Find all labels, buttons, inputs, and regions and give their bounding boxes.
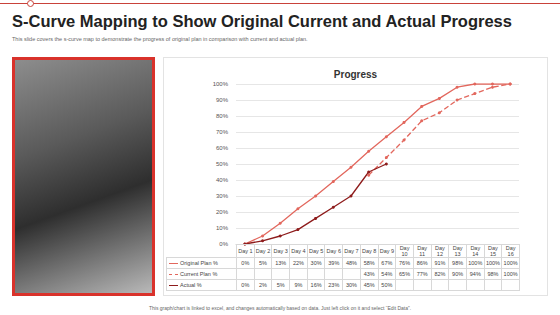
html-text:Day 8 Day 9: Day 8 Day 9	[362, 248, 394, 254]
html-text:30%: 30%	[310, 260, 322, 266]
svg-text:80%: 80%	[216, 113, 229, 119]
html-text:94%: 94%	[469, 271, 481, 277]
html-text:98%: 98%	[452, 260, 464, 266]
html-text:Day 12: Day 12	[435, 245, 445, 257]
html-text:91%: 91%	[434, 260, 446, 266]
html-text:Day 16: Day 16	[505, 245, 516, 257]
html-text:22%: 22%	[292, 260, 304, 266]
html-text:This slide covers the s-curve: This slide covers the s-curve map to dem…	[12, 36, 308, 42]
svg-text:0%: 0%	[219, 241, 228, 247]
svg-text:10%: 10%	[216, 225, 229, 231]
svg-text:30%: 30%	[216, 193, 229, 199]
html-text:98%: 98%	[487, 271, 499, 277]
html-text:30%: 30%	[346, 282, 357, 288]
html-text:48%: 48%	[346, 260, 357, 266]
html-text:5%: 5%	[276, 282, 285, 288]
html-text:Day 14: Day 14	[470, 245, 481, 257]
html-text:100%: 100%	[503, 271, 518, 277]
html-text:2%: 2%	[259, 282, 267, 288]
html-text:54%: 54%	[381, 271, 393, 277]
html-text:43%: 43%	[363, 271, 375, 277]
html-text:5%: 5%	[259, 260, 267, 266]
html-text:0%: 0%	[241, 260, 250, 266]
html-text:Day 7: Day 7	[344, 248, 359, 254]
html-text:23%: 23%	[328, 282, 340, 288]
html-text:9%: 9%	[294, 282, 303, 288]
html-text:Day 10: Day 10	[399, 245, 410, 257]
html-text:Day 11: Day 11	[417, 245, 428, 257]
html-text:100% 100%: 100% 100%	[468, 260, 500, 266]
html-text:90%: 90%	[452, 271, 464, 277]
html-text:16%: 16%	[310, 282, 322, 288]
html-text:Current Plan %: Current Plan %	[180, 271, 218, 277]
svg-text:Progress: Progress	[334, 69, 378, 80]
html-text:58%: 58%	[363, 260, 375, 266]
svg-text:70%: 70%	[216, 129, 229, 135]
html-text:50%: 50%	[381, 282, 393, 288]
html-text:S-Curve Mapping to Show Origin: S-Curve Mapping to Show Original Current…	[12, 12, 512, 30]
svg-text:20%: 20%	[216, 209, 229, 215]
html-text:Day 13: Day 13	[452, 245, 463, 257]
svg-text:50%: 50%	[216, 161, 229, 167]
html-text:67%: 67%	[381, 260, 393, 266]
html-text:Actual %: Actual %	[180, 282, 202, 288]
svg-text:60%: 60%	[216, 145, 229, 151]
html-text:39%: 39%	[328, 260, 340, 266]
html-text:82%: 82%	[434, 271, 446, 277]
html-text:45%: 45%	[363, 282, 375, 288]
html-text:86%: 86%	[416, 260, 428, 266]
html-text:65%: 65%	[399, 271, 410, 277]
html-text:Day 15: Day 15	[488, 245, 498, 257]
html-text:13%: 13%	[275, 260, 287, 266]
html-text:0%: 0%	[241, 282, 250, 288]
svg-text:90%: 90%	[216, 97, 229, 103]
html-text:Day 4 Day 5 Day 6: Day 4 Day 5 Day 6	[291, 248, 341, 254]
html-text:This graph/chart is linked to: This graph/chart is linked to excel, and…	[149, 305, 411, 311]
html-text:100%: 100%	[503, 260, 518, 266]
svg-text:100%: 100%	[213, 81, 229, 87]
svg-text:40%: 40%	[216, 177, 229, 183]
html-text:76%: 76%	[399, 260, 410, 266]
html-text:Original Plan %: Original Plan %	[180, 260, 218, 266]
html-text:77%: 77%	[416, 271, 428, 277]
html-text:Day 1 Day 2 Day 3: Day 1 Day 2 Day 3	[238, 248, 288, 254]
